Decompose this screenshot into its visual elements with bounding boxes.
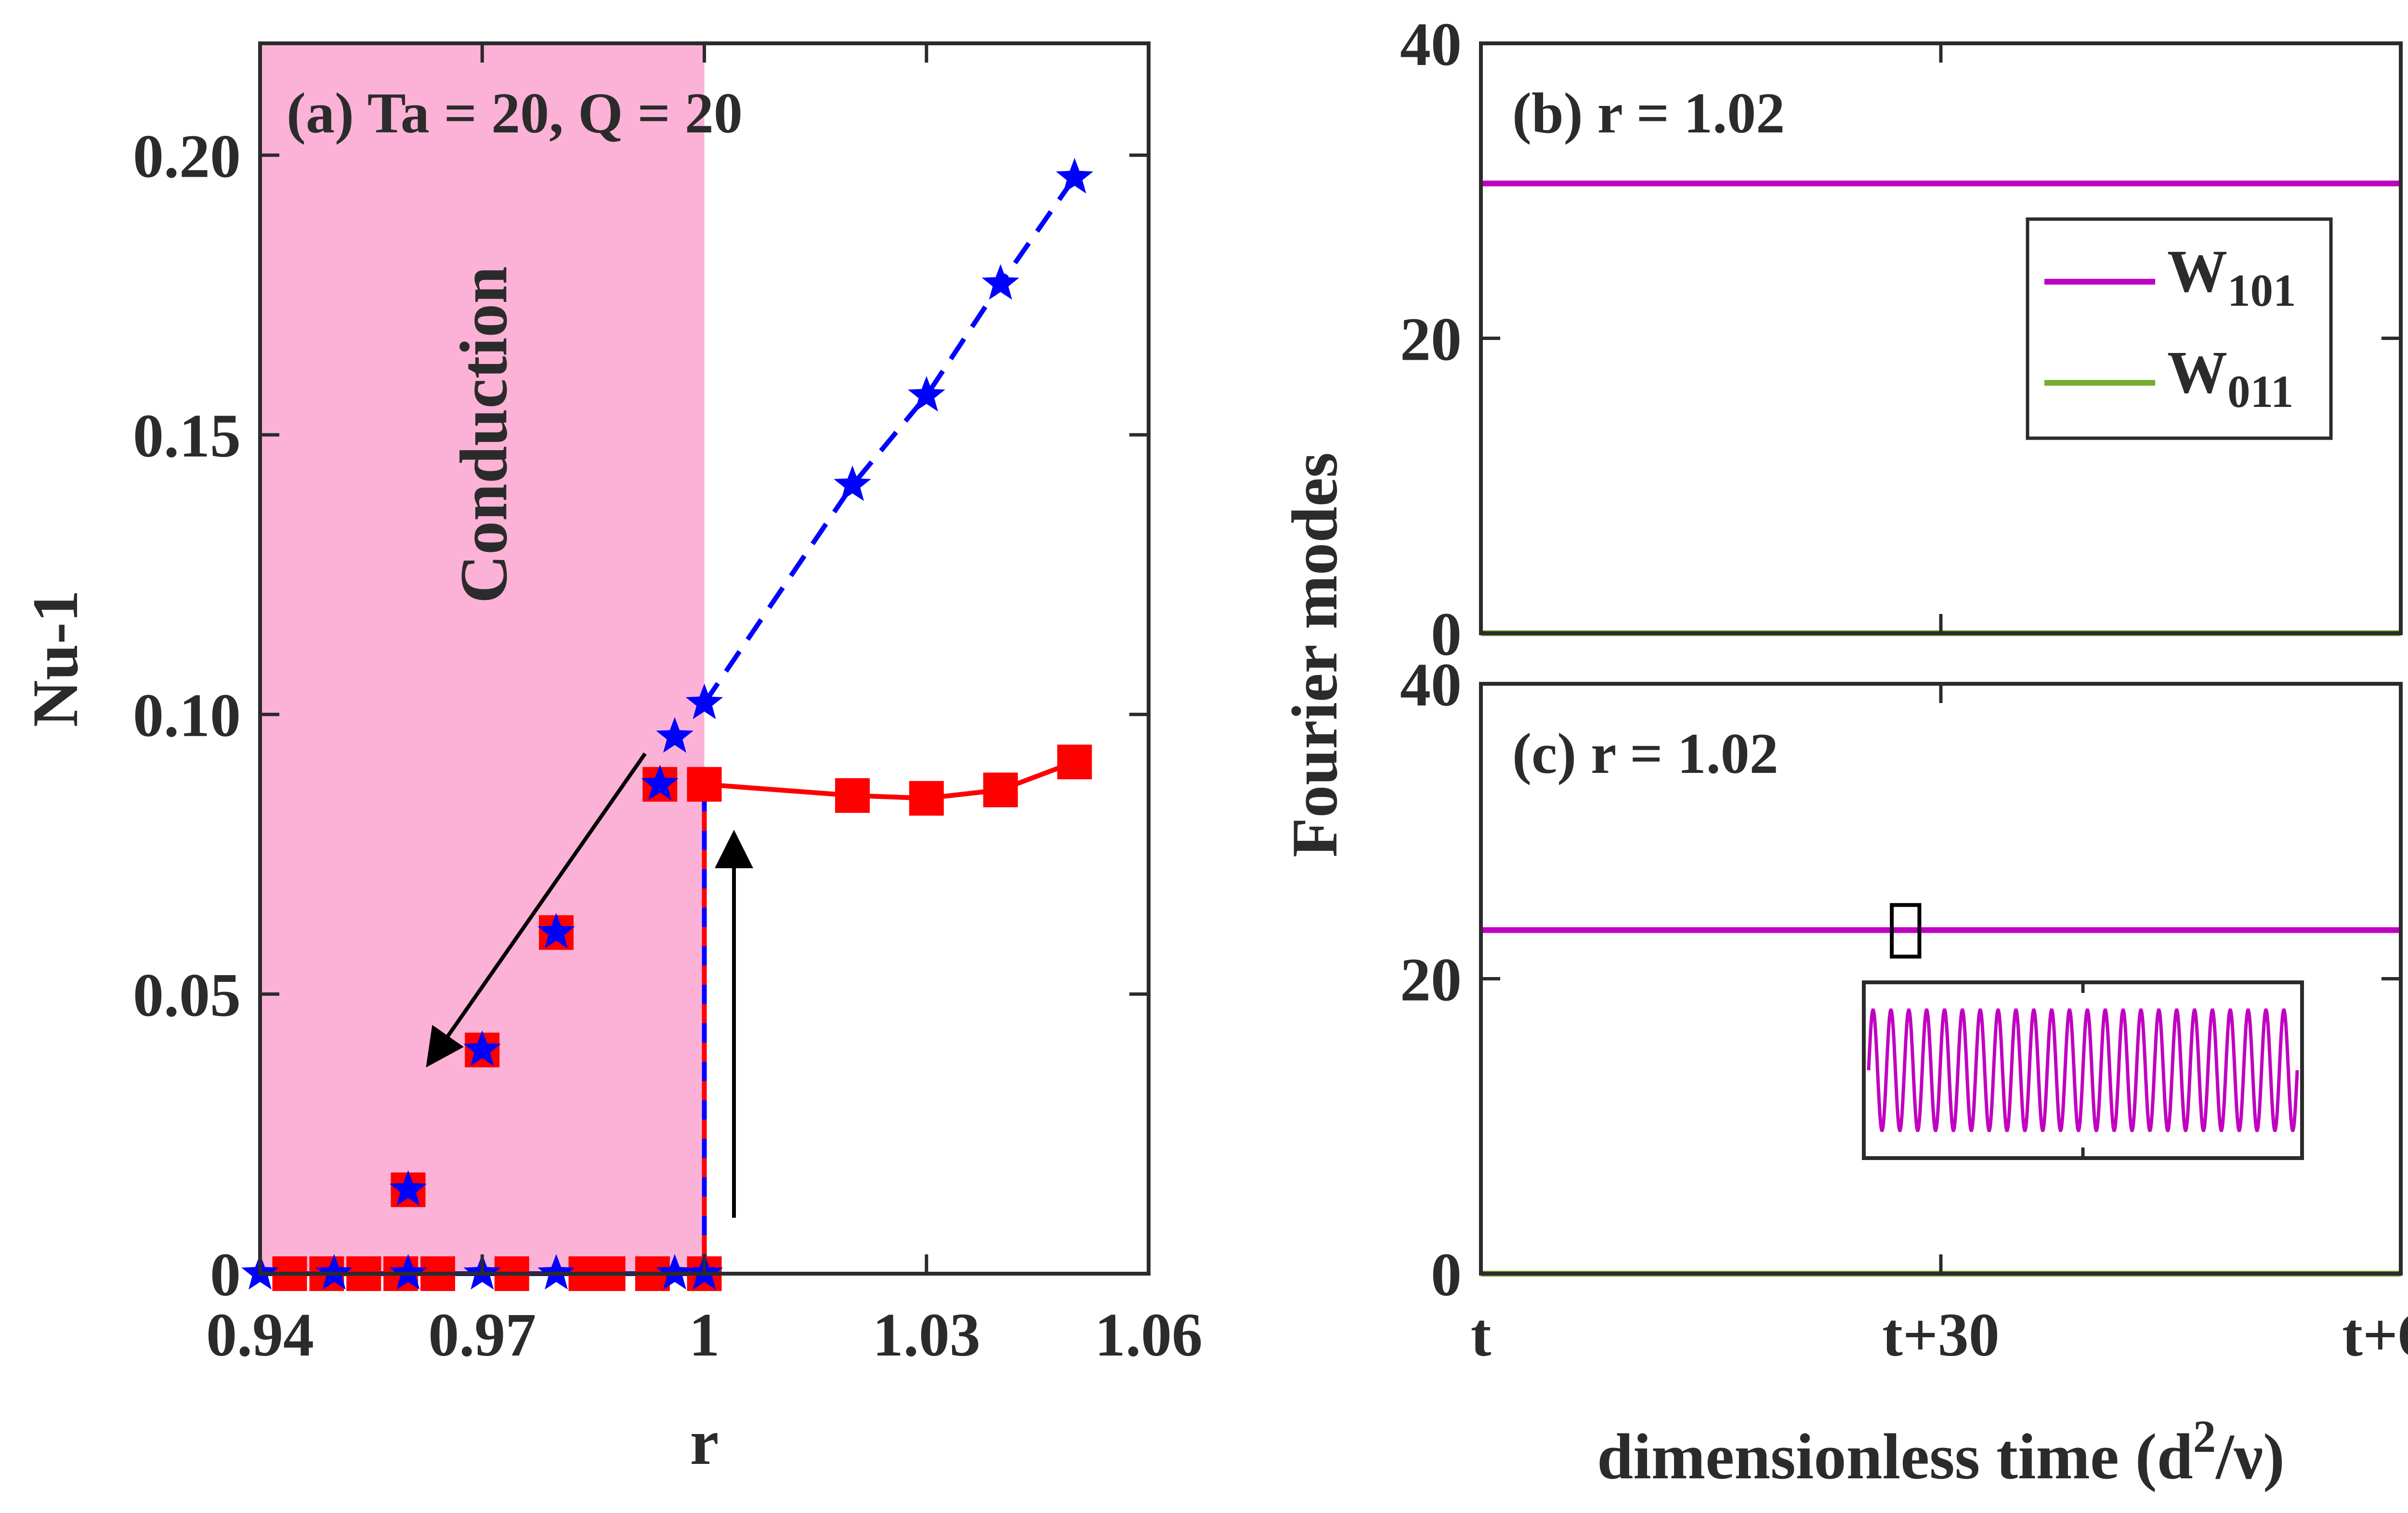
- x-tick-label: 0.94: [206, 1301, 314, 1369]
- y-tick-label: 0: [1431, 600, 1462, 668]
- y-tick-label: 0.15: [133, 402, 241, 470]
- x-tick-label: t+30: [1882, 1301, 2000, 1369]
- x-tick-label: 1.03: [873, 1301, 981, 1369]
- y-tick-label: 0.10: [133, 681, 241, 750]
- square-marker: [909, 781, 944, 816]
- panel-b-title: (b) r = 1.02: [1512, 81, 1785, 145]
- square-marker: [1057, 744, 1092, 780]
- y-tick-label: 0: [1431, 1240, 1462, 1309]
- legend-label-w011: W011: [2167, 339, 2293, 417]
- square-marker: [983, 772, 1018, 808]
- fourier-modes-y-axis-label: Fourier modes: [1279, 452, 1351, 857]
- star-marker: [389, 1170, 427, 1206]
- panel-a-y-axis-label: Nu-1: [20, 590, 92, 727]
- panel-a-title: (a) Ta = 20, Q = 20: [287, 81, 743, 145]
- x-tick-label: 1: [689, 1301, 720, 1369]
- y-tick-label: 0.20: [133, 122, 241, 190]
- x-tick-label: 1.06: [1095, 1301, 1203, 1369]
- panel-c-title: (c) r = 1.02: [1512, 721, 1779, 785]
- series-line-1: [704, 759, 1076, 801]
- square-marker: [835, 778, 870, 813]
- star-marker: [907, 376, 945, 412]
- star-marker: [982, 264, 1020, 300]
- panel-b-legend: W101 W011: [2026, 217, 2333, 440]
- panel-a-ticks: 0.94 0.97 1 1.03 1.06 0 0.05 0.10 0.15 0.20: [133, 43, 1203, 1369]
- panel-c-fourier-modes: 0 20 40 t t+30 t+60 (c) r = 1.02 dimensionles…: [1279, 452, 2408, 1493]
- y-tick-label: 20: [1400, 305, 1462, 374]
- panel-a-arrows: [426, 752, 753, 1218]
- y-tick-label: 20: [1400, 946, 1462, 1014]
- star-marker: [656, 717, 694, 753]
- star-marker: [641, 764, 679, 800]
- y-tick-label: 0: [210, 1240, 241, 1309]
- y-tick-label: 0.05: [133, 961, 241, 1029]
- star-marker: [537, 913, 575, 949]
- zoom-indicator-box: [1890, 903, 1922, 959]
- y-tick-label: 40: [1400, 10, 1462, 78]
- conduction-label: Conduction: [446, 266, 521, 603]
- panel-c-ticks: 0 20 40 t t+30 t+60: [1400, 651, 2408, 1369]
- star-marker: [1056, 157, 1094, 194]
- star-marker: [834, 465, 871, 501]
- panel-c-x-axis-label: dimensionless time (d2/ν): [1597, 1411, 2285, 1493]
- y-tick-label: 40: [1400, 651, 1462, 719]
- panel-b-fourier-modes: 0 20 40 (b) r = 1.02 W101 W011: [1400, 10, 2403, 668]
- panel-b-ticks: 0 20 40: [1400, 10, 2403, 668]
- star-marker: [463, 1030, 501, 1066]
- panel-a-x-axis-label: r: [690, 1407, 719, 1478]
- legend-label-w101: W101: [2167, 238, 2296, 316]
- square-marker: [687, 767, 722, 802]
- x-tick-label: 0.97: [428, 1301, 536, 1369]
- conduction-region: [260, 43, 705, 1274]
- x-tick-label: t: [1471, 1301, 1492, 1369]
- legend-box: [2026, 217, 2333, 440]
- oscillation-inset: [1862, 980, 2304, 1160]
- panel-a-nusselt-vs-r: 0.94 0.97 1 1.03 1.06 0 0.05 0.10 0.15 0.20 (a) T…: [20, 41, 1203, 1478]
- series-line-4: [702, 176, 1077, 705]
- star-marker: [685, 683, 723, 719]
- inset-oscillation-line: [1867, 1008, 2299, 1132]
- arrow-0: [426, 752, 647, 1068]
- x-tick-label: t+60: [2342, 1301, 2408, 1369]
